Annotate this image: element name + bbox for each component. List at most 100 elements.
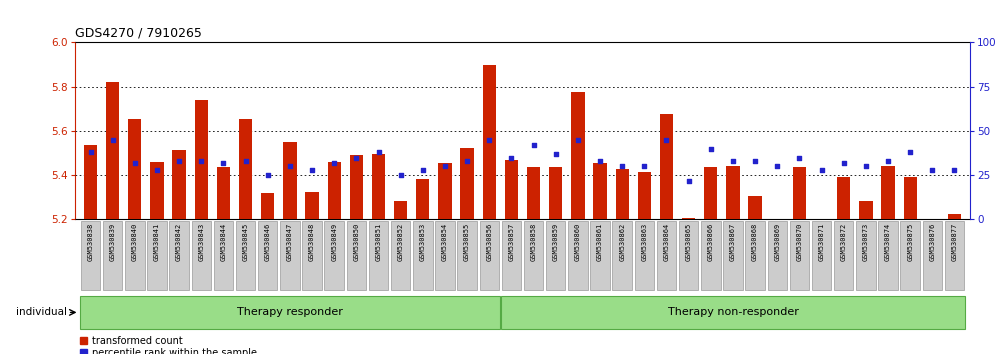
Text: GSM530863: GSM530863	[641, 223, 647, 261]
Text: GSM530848: GSM530848	[309, 223, 315, 261]
FancyBboxPatch shape	[501, 296, 965, 329]
FancyBboxPatch shape	[103, 221, 122, 290]
Bar	[150, 162, 164, 219]
Point	[814, 167, 830, 173]
Bar	[283, 142, 297, 219]
FancyBboxPatch shape	[657, 221, 676, 290]
FancyBboxPatch shape	[169, 221, 189, 290]
Point	[526, 142, 542, 148]
Text: GSM530872: GSM530872	[841, 223, 847, 261]
Point	[570, 137, 586, 143]
Bar	[261, 193, 274, 219]
Text: GSM530868: GSM530868	[752, 223, 758, 261]
Bar	[239, 119, 252, 219]
Text: GDS4270 / 7910265: GDS4270 / 7910265	[75, 27, 202, 40]
Bar	[660, 114, 673, 219]
Text: GSM530846: GSM530846	[265, 223, 271, 261]
Point	[171, 158, 187, 164]
Text: GSM530845: GSM530845	[243, 223, 249, 261]
Point	[326, 160, 342, 166]
Point	[924, 167, 940, 173]
Point	[393, 172, 409, 178]
Point	[503, 155, 519, 160]
FancyBboxPatch shape	[81, 221, 100, 290]
Text: GSM530838: GSM530838	[88, 223, 94, 261]
FancyBboxPatch shape	[590, 221, 610, 290]
Bar	[128, 119, 141, 219]
FancyBboxPatch shape	[192, 221, 211, 290]
Text: GSM530847: GSM530847	[287, 223, 293, 261]
Point	[836, 160, 852, 166]
FancyBboxPatch shape	[347, 221, 366, 290]
Bar	[305, 192, 319, 219]
Bar	[948, 214, 961, 219]
Point	[769, 164, 785, 169]
FancyBboxPatch shape	[80, 296, 500, 329]
FancyBboxPatch shape	[147, 221, 167, 290]
Text: Therapy responder: Therapy responder	[237, 307, 343, 318]
FancyBboxPatch shape	[834, 221, 853, 290]
Text: GSM530874: GSM530874	[885, 223, 891, 261]
Text: GSM530858: GSM530858	[531, 223, 537, 261]
Legend: transformed count, percentile rank within the sample: transformed count, percentile rank withi…	[80, 336, 257, 354]
Text: GSM530850: GSM530850	[353, 223, 359, 261]
FancyBboxPatch shape	[413, 221, 433, 290]
Point	[725, 158, 741, 164]
Bar	[571, 92, 585, 219]
Bar	[926, 219, 939, 222]
Point	[703, 146, 719, 152]
FancyBboxPatch shape	[546, 221, 565, 290]
Bar	[549, 167, 562, 219]
FancyBboxPatch shape	[324, 221, 344, 290]
Point	[127, 160, 143, 166]
Text: GSM530856: GSM530856	[486, 223, 492, 261]
Point	[548, 151, 564, 157]
Text: GSM530854: GSM530854	[442, 223, 448, 261]
Text: GSM530864: GSM530864	[663, 223, 669, 261]
Text: GSM530851: GSM530851	[376, 223, 382, 261]
Text: GSM530855: GSM530855	[464, 223, 470, 261]
Point	[681, 178, 697, 183]
Bar	[172, 150, 186, 219]
FancyBboxPatch shape	[502, 221, 521, 290]
Text: GSM530875: GSM530875	[907, 223, 913, 261]
Text: GSM530841: GSM530841	[154, 223, 160, 261]
Text: GSM530859: GSM530859	[553, 223, 559, 261]
FancyBboxPatch shape	[745, 221, 765, 290]
Point	[791, 155, 807, 160]
Text: GSM530852: GSM530852	[398, 223, 404, 261]
Text: individual: individual	[16, 307, 67, 318]
Bar	[438, 163, 452, 219]
Point	[858, 164, 874, 169]
Point	[149, 167, 165, 173]
Bar	[859, 201, 873, 219]
Text: GSM530862: GSM530862	[619, 223, 625, 261]
Bar	[881, 166, 895, 219]
Point	[459, 158, 475, 164]
Point	[371, 149, 387, 155]
Bar	[527, 167, 540, 219]
Bar	[682, 218, 695, 219]
Point	[592, 158, 608, 164]
Text: GSM530869: GSM530869	[774, 223, 780, 261]
FancyBboxPatch shape	[391, 221, 410, 290]
Bar	[328, 162, 341, 219]
Point	[238, 158, 254, 164]
FancyBboxPatch shape	[923, 221, 942, 290]
Text: GSM530857: GSM530857	[508, 223, 514, 261]
Text: GSM530839: GSM530839	[110, 223, 116, 261]
Point	[83, 149, 99, 155]
FancyBboxPatch shape	[236, 221, 255, 290]
FancyBboxPatch shape	[856, 221, 876, 290]
Point	[304, 167, 320, 173]
FancyBboxPatch shape	[635, 221, 654, 290]
Text: GSM530849: GSM530849	[331, 223, 337, 261]
FancyBboxPatch shape	[701, 221, 721, 290]
FancyBboxPatch shape	[435, 221, 455, 290]
Point	[437, 164, 453, 169]
Point	[481, 137, 497, 143]
Text: GSM530871: GSM530871	[819, 223, 825, 261]
Text: GSM530853: GSM530853	[420, 223, 426, 261]
Text: GSM530860: GSM530860	[575, 223, 581, 261]
Bar	[837, 177, 850, 219]
